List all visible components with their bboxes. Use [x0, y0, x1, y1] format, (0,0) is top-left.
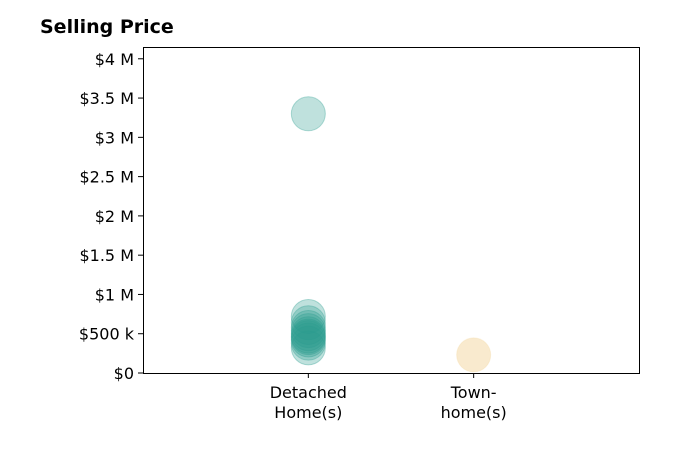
data-point [290, 318, 326, 354]
x-tick-label: Home(s) [274, 403, 342, 422]
data-point [290, 325, 326, 361]
chart-marks [290, 96, 492, 373]
y-tick-label: $500 k [79, 325, 135, 344]
chart-title: Selling Price [40, 16, 174, 38]
x-tick-label: home(s) [441, 403, 507, 422]
y-tick-label: $3 M [95, 128, 134, 147]
data-point [290, 96, 326, 132]
y-tick-label: $2.5 M [79, 168, 134, 187]
data-point [290, 305, 326, 341]
y-tick-label: $1.5 M [79, 246, 134, 265]
data-point [290, 322, 326, 358]
data-point [290, 313, 326, 349]
y-tick-label: $2 M [95, 207, 134, 226]
plot-frame [143, 47, 640, 374]
y-axis: $0 $500 k $1 M $1.5 M $2 M $2.5 M $3 M $3.5 M $4… [79, 50, 143, 383]
y-tick-label: $3.5 M [79, 89, 134, 108]
data-point [290, 330, 326, 366]
y-tick-label: $4 M [95, 50, 134, 69]
data-point [456, 337, 492, 373]
data-point [290, 298, 326, 334]
data-point [290, 309, 326, 345]
y-tick-label: $1 M [95, 285, 134, 304]
data-point [290, 320, 326, 356]
x-tick-label: Detached [270, 383, 347, 402]
x-tick-label: Town- [450, 383, 497, 402]
y-tick-label: $0 [114, 364, 134, 383]
data-point [290, 316, 326, 352]
